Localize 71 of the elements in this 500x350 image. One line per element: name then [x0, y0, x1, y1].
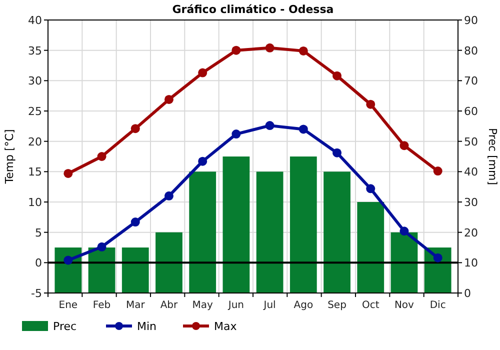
x-tick-label: Abr: [160, 300, 179, 311]
y2-tick-label: 50: [464, 135, 478, 148]
y2-tick-label: 30: [464, 196, 478, 209]
point: [400, 226, 409, 236]
point: [265, 43, 274, 52]
point: [232, 46, 241, 55]
point: [366, 100, 376, 109]
point: [232, 130, 241, 139]
point: [198, 156, 208, 166]
legend-label: Max: [214, 320, 238, 333]
legend-label: Min: [137, 320, 157, 333]
y2-tick-label: 40: [464, 166, 478, 179]
y2-tick-label: 70: [464, 74, 478, 88]
x-tick-label: Ago: [294, 300, 314, 311]
x-tick-label: Feb: [92, 300, 111, 311]
point: [198, 68, 208, 78]
x-tick-label: Jun: [227, 300, 244, 311]
point: [164, 94, 174, 104]
point: [298, 46, 308, 56]
bar: [390, 232, 418, 293]
point: [433, 166, 442, 176]
point: [265, 121, 274, 130]
y-tick-label: -5: [31, 287, 42, 300]
y-tick-label: 30: [28, 74, 42, 88]
bar: [222, 156, 250, 293]
point: [164, 191, 174, 200]
x-tick-label: May: [192, 300, 213, 311]
bar: [156, 232, 182, 293]
point: [64, 256, 73, 265]
point: [130, 218, 140, 227]
point: [130, 124, 140, 134]
bar: [290, 156, 317, 293]
y2-tick-label: 90: [464, 14, 478, 27]
x-tick-label: Nov: [394, 300, 414, 311]
y2-tick-label: 10: [464, 256, 478, 270]
y-axis-title: Temp [°C]: [3, 129, 16, 185]
y-tick-label: 20: [28, 135, 42, 148]
bar: [122, 248, 149, 293]
bar: [189, 172, 216, 293]
bar: [324, 172, 350, 293]
chart-title: Gráfico climático - Odessa: [172, 3, 334, 16]
y2-tick-label: 0: [464, 287, 471, 300]
y-tick-label: 0: [35, 256, 42, 270]
y-tick-label: 10: [28, 196, 42, 209]
y2-tick-label: 60: [464, 105, 478, 118]
point: [400, 141, 409, 150]
y-tick-label: 5: [35, 226, 42, 240]
x-tick-label: Mar: [126, 300, 146, 311]
y-tick-label: 25: [28, 105, 42, 118]
y2-axis-title: Prec [mm]: [486, 128, 499, 186]
x-tick-label: Jul: [262, 300, 276, 311]
x-tick-label: Oct: [362, 300, 380, 311]
point: [332, 148, 342, 158]
point: [366, 184, 376, 194]
bar: [256, 172, 284, 293]
x-tick-label: Dic: [430, 300, 446, 311]
y-tick-label: 35: [28, 44, 42, 58]
point: [97, 242, 106, 252]
y-tick-label: 40: [28, 14, 42, 27]
point: [332, 71, 342, 80]
x-tick-label: Sep: [328, 300, 346, 311]
legend-label: Prec: [53, 320, 77, 333]
point: [64, 168, 73, 178]
x-tick-label: Ene: [58, 300, 78, 311]
point: [97, 152, 106, 161]
bar: [357, 202, 384, 293]
point: [298, 124, 308, 134]
y2-tick-label: 20: [464, 226, 478, 240]
point: [433, 253, 442, 262]
y2-tick-label: 80: [464, 44, 478, 58]
y-tick-label: 15: [28, 166, 42, 179]
